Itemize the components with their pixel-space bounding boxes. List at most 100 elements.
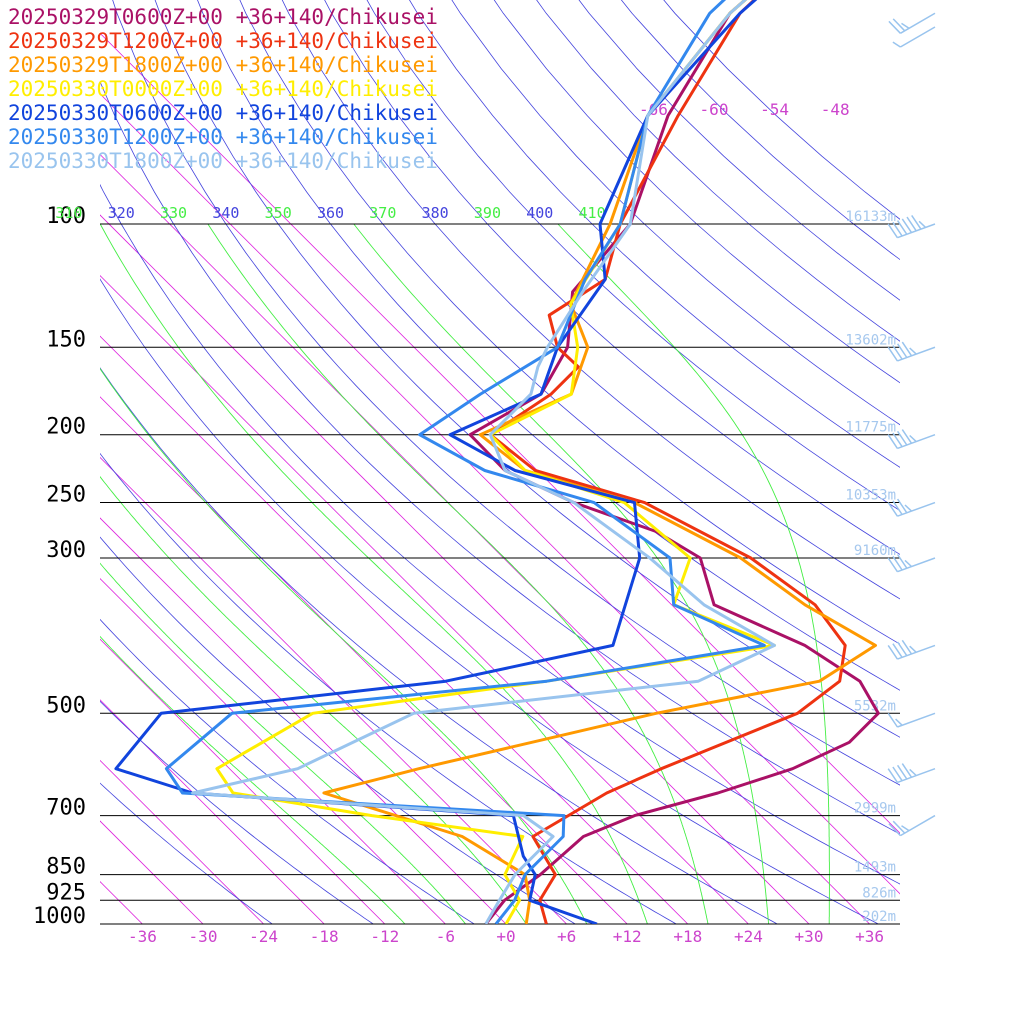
height-label: 9160m <box>854 543 896 559</box>
isotherm-line <box>100 275 749 924</box>
moist-adiabat-line <box>557 223 830 924</box>
temperature-tick: -12 <box>370 927 399 946</box>
sounding-line-3 <box>322 0 877 924</box>
sounding-lines <box>114 0 880 924</box>
temperature-tick-upper: -60 <box>700 100 729 119</box>
isotherm-line <box>100 699 325 924</box>
temperature-tick: +36 <box>855 927 884 946</box>
height-label: 2999m <box>854 801 896 817</box>
dry-adiabat-line <box>100 80 900 835</box>
legend: 20250329T0600Z+00 +36+140/Chikusei202503… <box>8 5 438 173</box>
legend-entry-5: 20250330T0600Z+00 +36+140/Chikusei <box>8 101 438 125</box>
temperature-tick: -18 <box>310 927 339 946</box>
wind-barb <box>887 712 936 728</box>
isotherm-line <box>100 578 446 924</box>
pressure-label: 925 <box>46 880 86 905</box>
sounding-line-2 <box>488 0 847 924</box>
wind-barb <box>888 12 936 34</box>
wind-barb <box>887 341 936 362</box>
height-label: 10353m <box>845 488 896 504</box>
legend-entry-3: 20250329T1800Z+00 +36+140/Chikusei <box>8 53 438 77</box>
theta-label: 400 <box>526 204 553 222</box>
dry-adiabat-line <box>663 0 900 220</box>
pressure-label: 150 <box>46 327 86 352</box>
sounding-line-5 <box>114 0 758 924</box>
height-label: 13602m <box>845 332 896 348</box>
wind-barb <box>887 214 936 239</box>
temperature-tick: +30 <box>795 927 824 946</box>
legend-entry-1: 20250329T0600Z+00 +36+140/Chikusei <box>8 5 438 29</box>
theta-labels: 310 320 330 340 350 360 370 380 390 400 410 <box>55 204 605 222</box>
dry-adiabat-line <box>100 452 677 924</box>
dry-adiabat-line <box>239 0 900 645</box>
wind-barb <box>892 26 936 48</box>
moist-adiabat-line <box>100 367 588 924</box>
theta-label: 350 <box>265 204 292 222</box>
pressure-label: 100 <box>46 204 86 229</box>
height-label: 11775m <box>845 420 896 436</box>
wind-barb <box>887 639 936 660</box>
wind-barb <box>888 814 936 837</box>
dry-adiabat-line <box>197 0 900 691</box>
height-labels: 16133m13602m11775m10353m9160m5532m2999m1… <box>845 209 896 925</box>
wind-barb <box>887 763 936 784</box>
dry-adiabat-line <box>366 0 900 512</box>
temperature-tick: +24 <box>734 927 763 946</box>
wind-barbs <box>887 12 936 837</box>
pressure-label: 700 <box>46 796 86 821</box>
wind-barb <box>887 429 936 450</box>
temperature-tick: -24 <box>249 927 278 946</box>
theta-label: 410 <box>579 204 606 222</box>
isotherm-line <box>100 638 386 924</box>
isotherm-line <box>100 214 810 924</box>
temperature-tick: +6 <box>557 927 576 946</box>
theta-label: 380 <box>422 204 449 222</box>
wind-barb <box>887 498 936 517</box>
legend-entry-2: 20250329T1200Z+00 +36+140/Chikusei <box>8 29 438 53</box>
legend-entry-6: 20250330T1200Z+00 +36+140/Chikusei <box>8 125 438 149</box>
height-label: 202m <box>862 909 896 925</box>
dry-adiabat-line <box>100 278 879 924</box>
wind-barb <box>887 554 936 573</box>
dry-adiabat-line <box>100 700 374 924</box>
height-label: 16133m <box>845 209 896 225</box>
pressure-label: 1000 <box>33 904 86 929</box>
pressure-label: 300 <box>46 538 86 563</box>
isotherm-line <box>100 517 507 924</box>
theta-label: 360 <box>317 204 344 222</box>
legend-entry-7: 20250330T1800Z+00 +36+140/Chikusei <box>8 149 438 173</box>
height-label: 826m <box>862 885 896 901</box>
sounding-line-1 <box>468 0 880 924</box>
temperature-tick-upper: -54 <box>760 100 789 119</box>
theta-label: 390 <box>474 204 501 222</box>
pressure-label: 200 <box>46 415 86 440</box>
height-label: 1493m <box>854 860 896 876</box>
dry-adiabat-line <box>100 782 273 924</box>
isotherm-line <box>100 153 870 924</box>
dry-adiabat-line <box>100 183 900 885</box>
temperature-tick-upper: -48 <box>821 100 850 119</box>
isotherm-line <box>100 335 689 924</box>
theta-label: 370 <box>369 204 396 222</box>
isotherm-line <box>100 456 567 924</box>
theta-label: 320 <box>108 204 135 222</box>
temperature-tick: +0 <box>496 927 515 946</box>
dry-adiabat-line <box>100 618 475 924</box>
dry-adiabat-line <box>451 0 900 426</box>
temperature-tick: +12 <box>613 927 642 946</box>
dry-adiabat-line <box>100 536 576 924</box>
temperature-tick-labels: -36 -30 -24 -18 -12 -6 +0 +6 +12 +18 +24 +30 +36-66-… <box>128 100 884 946</box>
dry-adiabat-line <box>409 0 900 468</box>
theta-label: 310 <box>55 204 82 222</box>
theta-label: 330 <box>160 204 187 222</box>
dry-adiabat-line <box>536 0 900 342</box>
pressure-label: 250 <box>46 483 86 508</box>
dry-adiabat-line <box>324 0 900 555</box>
sounding-line-7 <box>191 0 776 924</box>
pressure-label: 850 <box>46 855 86 880</box>
temperature-tick: -36 <box>128 927 157 946</box>
isotherm-line <box>100 396 628 924</box>
theta-label: 340 <box>212 204 239 222</box>
temperature-tick: -30 <box>189 927 218 946</box>
